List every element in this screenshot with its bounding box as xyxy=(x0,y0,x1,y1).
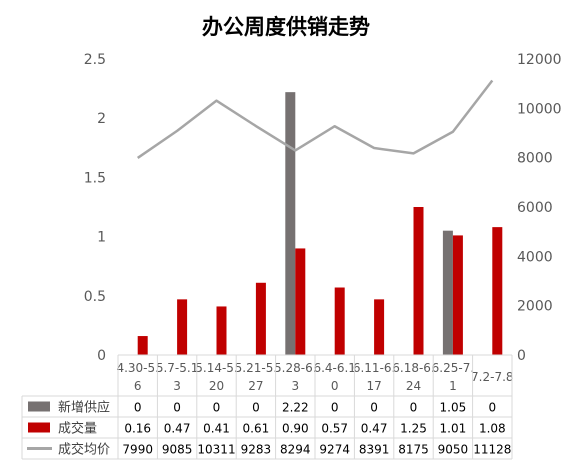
right-axis: 0 2000 4000 6000 8000 10000 12000 xyxy=(517,52,562,364)
bar-volume xyxy=(137,336,148,355)
table-cell-value: 8175 xyxy=(398,443,429,457)
table-cell-value: 1.01 xyxy=(440,422,467,436)
table-cell-value: 0 xyxy=(134,401,142,415)
category-label: 4.30-5. xyxy=(116,361,159,375)
bar-volume xyxy=(413,207,424,355)
category-label: 5.28-6. xyxy=(274,361,317,375)
table-cell-value: 0 xyxy=(252,401,260,415)
category-label: 5.21-5. xyxy=(235,361,278,375)
table-cell-value: 0.47 xyxy=(164,422,191,436)
right-axis-tick-label: 6000 xyxy=(517,200,553,216)
table-cell-value: 1.25 xyxy=(400,422,427,436)
data-table: 4.30-5. 6 5.7-5.1 3 5.14-5. 20 5.21-5. 27 5.28-6… xyxy=(21,354,514,460)
legend-key-volume xyxy=(28,422,50,433)
table-cell-value: 0.16 xyxy=(124,422,151,436)
category-label: 6.25-7. xyxy=(432,361,475,375)
bar-volume xyxy=(295,248,306,355)
category-label: 5.14-5. xyxy=(195,361,238,375)
bar-volume xyxy=(177,299,188,355)
category-label: 6 xyxy=(134,379,142,393)
category-label: 17 xyxy=(366,379,381,393)
category-label: 0 xyxy=(331,379,339,393)
right-axis-tick-label: 2000 xyxy=(517,299,553,315)
category-label: 6.11-6. xyxy=(353,361,396,375)
left-axis-tick-label: 2 xyxy=(97,111,106,127)
category-label: 7.2-7.8 xyxy=(471,370,514,384)
bar-volume xyxy=(374,299,385,355)
bar-volume xyxy=(452,235,463,355)
category-label: 5.7-5.1 xyxy=(156,361,199,375)
table-cell-value: 10311 xyxy=(197,443,235,457)
bar-volume xyxy=(255,282,266,355)
category-label: 6.18-6. xyxy=(392,361,435,375)
left-axis-tick-label: 1.5 xyxy=(84,170,106,186)
category-label: 27 xyxy=(248,379,263,393)
table-cell-value: 9283 xyxy=(241,443,272,457)
table-cell-value: 0.57 xyxy=(321,422,348,436)
bar-volume xyxy=(492,227,503,355)
category-label: 1 xyxy=(449,379,457,393)
table-cell-value: 0.61 xyxy=(243,422,270,436)
line-avg-price xyxy=(136,79,494,159)
series-name: 新增供应 xyxy=(58,400,110,416)
left-axis-tick-label: 2.5 xyxy=(84,52,106,68)
table-cell-value: 2.22 xyxy=(282,401,309,415)
table-cell-value: 0 xyxy=(488,401,496,415)
right-axis-tick-label: 12000 xyxy=(517,52,562,68)
category-label: 3 xyxy=(291,379,299,393)
table-cell-value: 0 xyxy=(410,401,418,415)
series-name: 成交均价 xyxy=(58,442,110,458)
bar-new-supply xyxy=(285,92,296,355)
left-axis-tick-label: 0 xyxy=(97,348,106,364)
table-cell-value: 11128 xyxy=(473,443,511,457)
table-cell-value: 8294 xyxy=(280,443,311,457)
legend-key-new-supply xyxy=(28,401,50,412)
table-cell-value: 9085 xyxy=(162,443,193,457)
category-label: 6.4-6.1 xyxy=(313,361,356,375)
chart-title: 办公周度供销走势 xyxy=(202,14,370,39)
table-cell-value: 1.08 xyxy=(479,422,506,436)
table-cell-value: 9050 xyxy=(438,443,469,457)
table-cell-value: 0.47 xyxy=(361,422,388,436)
series-name: 成交量 xyxy=(58,421,97,437)
right-axis-tick-label: 10000 xyxy=(517,101,562,117)
table-cell-value: 0 xyxy=(331,401,339,415)
right-axis-tick-label: 0 xyxy=(517,348,526,364)
category-label: 3 xyxy=(173,379,181,393)
table-cell-value: 0 xyxy=(370,401,378,415)
table-cell-value: 0 xyxy=(173,401,181,415)
category-label: 20 xyxy=(209,379,224,393)
bar-new-supply xyxy=(442,230,453,355)
bar-volume xyxy=(334,287,345,355)
right-axis-tick-label: 4000 xyxy=(517,249,553,265)
table-cell-value: 0.90 xyxy=(282,422,309,436)
left-axis-tick-label: 0.5 xyxy=(84,289,106,305)
table-cell-value: 1.05 xyxy=(440,401,467,415)
category-label: 24 xyxy=(406,379,421,393)
table-cell-value: 7990 xyxy=(122,443,153,457)
right-axis-tick-label: 8000 xyxy=(517,151,553,167)
plot-area xyxy=(136,79,503,355)
bar-volume xyxy=(216,306,227,355)
left-axis: 0 0.5 1 1.5 2 2.5 xyxy=(84,52,106,364)
table-cell-value: 8391 xyxy=(359,443,390,457)
left-axis-tick-label: 1 xyxy=(97,230,106,246)
table-cell-value: 0.41 xyxy=(203,422,230,436)
table-cell-value: 9274 xyxy=(319,443,350,457)
table-cell-value: 0 xyxy=(213,401,221,415)
